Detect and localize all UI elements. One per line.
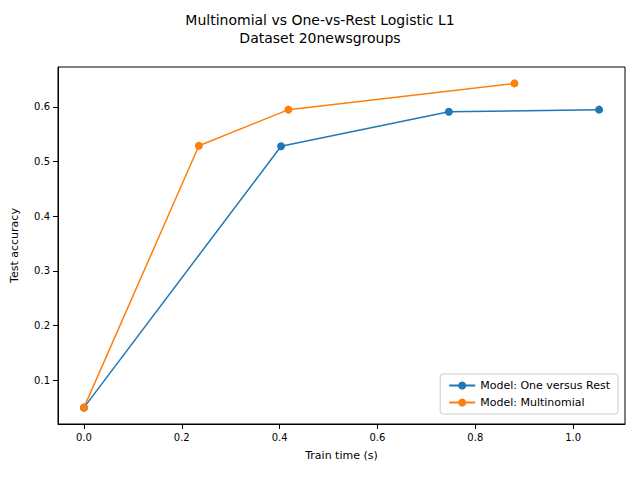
svg-text:Train time (s): Train time (s) — [304, 449, 378, 462]
svg-text:0.1: 0.1 — [34, 375, 50, 386]
svg-text:Model: Multinomial: Model: Multinomial — [480, 396, 584, 409]
svg-text:0.3: 0.3 — [34, 265, 50, 276]
svg-text:1.0: 1.0 — [565, 432, 581, 443]
svg-text:0.2: 0.2 — [34, 320, 50, 331]
svg-text:0.6: 0.6 — [370, 432, 386, 443]
svg-text:0.0: 0.0 — [76, 432, 92, 443]
svg-text:0.4: 0.4 — [272, 432, 288, 443]
svg-text:0.2: 0.2 — [174, 432, 190, 443]
svg-text:0.5: 0.5 — [34, 156, 50, 167]
svg-text:0.4: 0.4 — [34, 211, 50, 222]
svg-text:Dataset 20newsgroups: Dataset 20newsgroups — [239, 30, 400, 46]
svg-text:0.6: 0.6 — [34, 101, 50, 112]
svg-text:0.8: 0.8 — [467, 432, 483, 443]
svg-text:Model: One versus Rest: Model: One versus Rest — [480, 379, 611, 392]
svg-text:Multinomial vs One-vs-Rest Log: Multinomial vs One-vs-Rest Logistic L1 — [185, 12, 454, 28]
svg-text:Test accuracy: Test accuracy — [8, 208, 21, 284]
